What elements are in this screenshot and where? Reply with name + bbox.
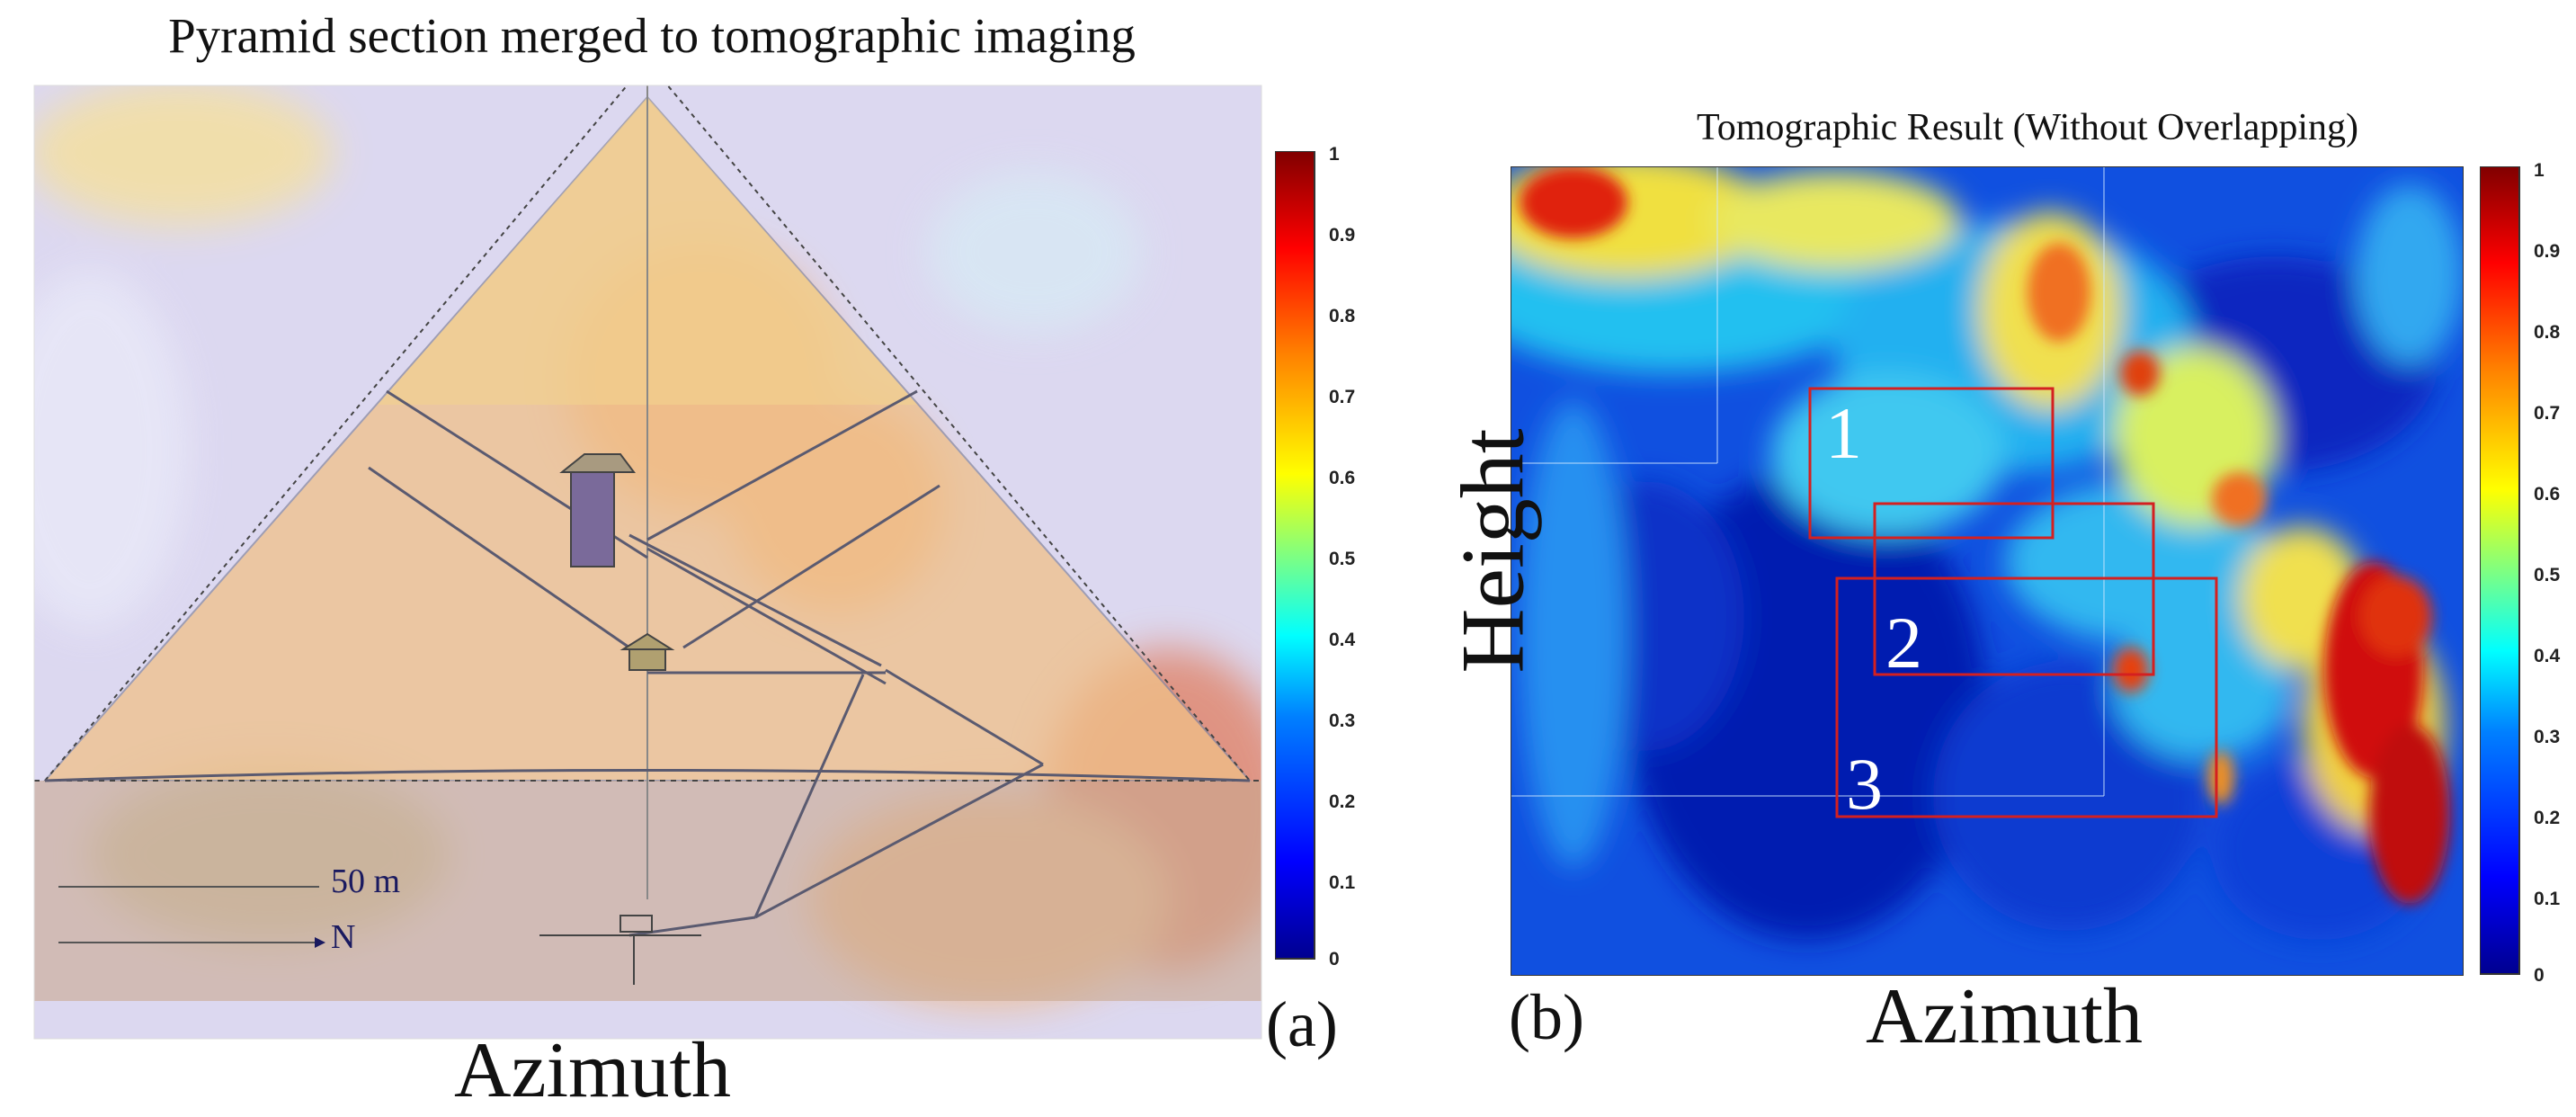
north-arrow-icon — [315, 937, 325, 948]
cb-b-tick-0.8: 0.8 — [2534, 322, 2561, 343]
region-box-3 — [1835, 576, 2218, 818]
panel-a-title: Pyramid section merged to tomographic im… — [168, 8, 1136, 63]
region-box-2 — [1873, 502, 2155, 676]
region-box-1 — [1808, 387, 2055, 540]
region-label-2: 2 — [1885, 602, 1922, 684]
scale-bar-label: 50 m — [331, 862, 401, 900]
cb-a-tick-0.4: 0.4 — [1329, 630, 1356, 650]
panel-a-label: (a) — [1266, 988, 1338, 1060]
cb-b-tick-0.9: 0.9 — [2534, 241, 2561, 262]
cb-a-tick-0.2: 0.2 — [1329, 791, 1356, 812]
panel-b-title: Tomographic Result (Without Overlapping) — [1696, 107, 2359, 148]
panel-a-merged-image — [33, 85, 1262, 1040]
panel-b-xlabel: Azimuth — [1866, 973, 2143, 1060]
cb-a-tick-0.5: 0.5 — [1329, 549, 1356, 569]
cb-b-tick-0.7: 0.7 — [2534, 403, 2561, 424]
cb-b-tick-0.6: 0.6 — [2534, 484, 2561, 505]
panel-b-colorbar-ticks: 1 0.9 0.8 0.7 0.6 0.5 0.4 0.3 0.2 0.1 0 — [2534, 160, 2574, 987]
cb-b-tick-0: 0 — [2534, 965, 2545, 986]
cb-a-tick-0.3: 0.3 — [1329, 710, 1356, 731]
cb-a-tick-0.8: 0.8 — [1329, 306, 1356, 326]
panel-b-ylabel: Height — [1442, 428, 1543, 674]
cb-b-tick-0.3: 0.3 — [2534, 727, 2561, 747]
region-label-1: 1 — [1825, 392, 1862, 474]
cb-a-tick-0.6: 0.6 — [1329, 468, 1356, 488]
internal-passages — [368, 389, 1044, 937]
region-label-3: 3 — [1846, 743, 1883, 825]
cb-a-tick-1: 1 — [1329, 144, 1340, 165]
cb-b-tick-0.4: 0.4 — [2534, 646, 2561, 666]
panel-a-colorbar — [1275, 151, 1315, 960]
subterranean-chamber — [619, 915, 653, 933]
kings-chamber — [570, 467, 615, 567]
cb-b-tick-0.5: 0.5 — [2534, 565, 2561, 585]
panel-a-colorbar-ticks: 1 0.9 0.8 0.7 0.6 0.5 0.4 0.3 0.2 0.1 0 — [1329, 144, 1383, 971]
queens-chamber — [628, 647, 666, 671]
panel-b-colorbar — [2480, 166, 2520, 975]
cb-b-tick-0.2: 0.2 — [2534, 808, 2561, 828]
cb-b-tick-1: 1 — [2534, 160, 2545, 181]
cb-b-tick-0.1: 0.1 — [2534, 889, 2561, 909]
cb-a-tick-0: 0 — [1329, 949, 1340, 970]
cb-a-tick-0.9: 0.9 — [1329, 225, 1356, 246]
cb-a-tick-0.1: 0.1 — [1329, 872, 1356, 893]
cb-a-tick-0.7: 0.7 — [1329, 387, 1356, 407]
panel-b-label: (b) — [1509, 981, 1584, 1053]
panel-b-heatmap — [1511, 166, 2464, 976]
panel-b-hotspots — [1520, 166, 2450, 904]
north-label: N — [331, 918, 356, 956]
panel-a-xlabel: Azimuth — [454, 1027, 731, 1114]
